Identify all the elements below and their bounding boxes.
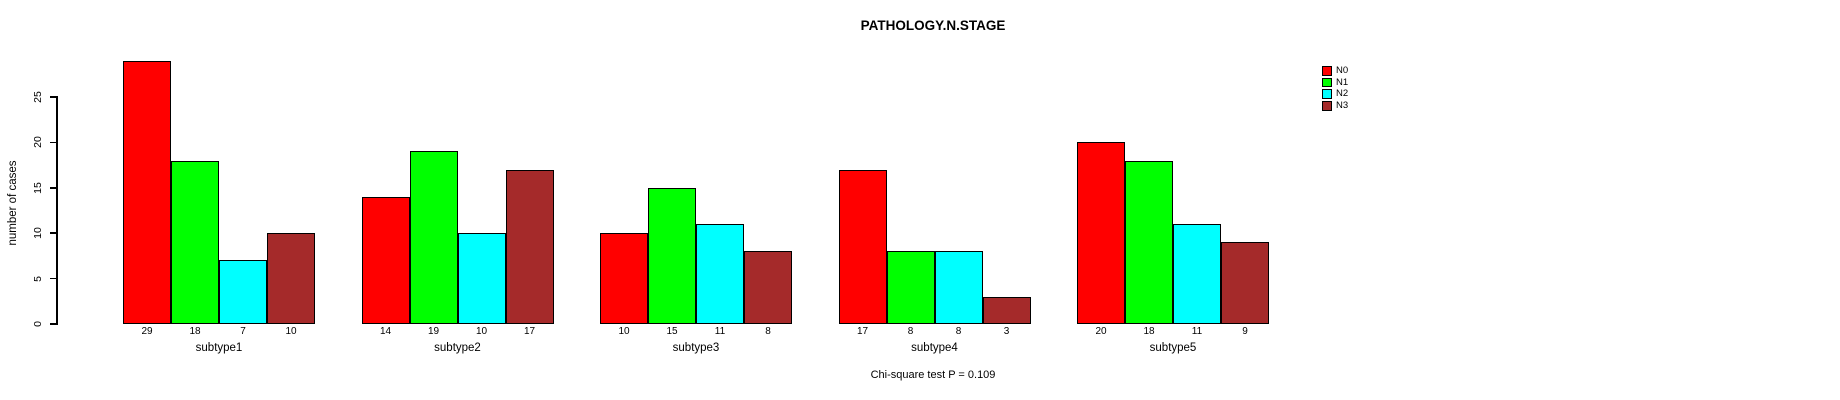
y-tick-mark xyxy=(50,277,57,280)
legend-label: N0 xyxy=(1336,65,1349,77)
category-label-subtype1: subtype1 xyxy=(195,342,243,354)
bar-subtype3-N0 xyxy=(600,233,648,324)
bar-value-label: 18 xyxy=(189,326,201,337)
bar-value-label: 18 xyxy=(1143,326,1155,337)
legend: N0 N1 N2 N3 xyxy=(1322,65,1348,112)
y-tick-label: 20 xyxy=(32,136,44,149)
bar-value-label: 17 xyxy=(523,326,536,337)
bar-subtype1-N1 xyxy=(171,160,219,324)
legend-label: N3 xyxy=(1336,100,1349,112)
bar-subtype5-N0 xyxy=(1077,142,1125,324)
legend-label: N1 xyxy=(1336,76,1349,88)
bar-subtype3-N1 xyxy=(648,187,696,324)
y-tick-label: 25 xyxy=(32,91,44,103)
y-tick-mark xyxy=(50,141,57,144)
bar-value-label: 8 xyxy=(955,326,962,337)
y-tick-mark xyxy=(50,187,57,189)
bar-subtype2-N0 xyxy=(361,196,410,324)
bar-subtype5-N1 xyxy=(1125,160,1173,324)
bar-value-label: 15 xyxy=(666,326,678,337)
bar-subtype3-N2 xyxy=(696,224,744,324)
y-axis-line xyxy=(56,96,58,325)
bar-value-label: 10 xyxy=(618,326,630,337)
legend-swatch-N1 xyxy=(1322,77,1332,88)
legend-row-N3: N3 xyxy=(1322,100,1348,112)
legend-label: N2 xyxy=(1336,88,1349,100)
bar-value-label: 17 xyxy=(856,326,869,337)
legend-swatch-N3 xyxy=(1322,101,1332,111)
bar-value-label: 20 xyxy=(1095,326,1107,337)
y-tick-label: 15 xyxy=(32,181,44,194)
y-tick-mark xyxy=(50,96,57,98)
bar-value-label: 8 xyxy=(907,326,914,337)
bar-subtype4-N2 xyxy=(934,251,983,324)
bar-value-label: 11 xyxy=(1191,326,1203,337)
bar-value-label: 29 xyxy=(141,326,153,337)
bar-value-label: 10 xyxy=(285,326,297,337)
bar-subtype4-N3 xyxy=(982,296,1031,324)
bar-value-label: 19 xyxy=(427,326,440,337)
bar-subtype4-N0 xyxy=(838,169,887,324)
legend-swatch-N2 xyxy=(1322,89,1332,99)
category-label-subtype4: subtype4 xyxy=(911,342,958,354)
bar-value-label: 11 xyxy=(714,326,726,337)
bar-subtype2-N2 xyxy=(457,233,506,324)
bar-subtype2-N3 xyxy=(505,169,554,324)
y-axis-label: number of cases xyxy=(7,160,19,246)
bar-value-label: 10 xyxy=(475,326,488,337)
category-label-subtype2: subtype2 xyxy=(434,342,481,354)
y-tick-label: 0 xyxy=(32,321,44,327)
bar-subtype5-N3 xyxy=(1221,242,1269,324)
bar-subtype1-N2 xyxy=(219,260,267,324)
bar-value-label: 8 xyxy=(765,326,771,337)
bar-value-label: 9 xyxy=(1242,326,1248,337)
y-tick-mark xyxy=(50,323,57,325)
y-tick-label: 5 xyxy=(32,275,44,282)
chart-title: PATHOLOGY.N.STAGE xyxy=(860,18,1006,33)
bar-subtype1-N0 xyxy=(123,60,171,324)
chi-square-annotation: Chi-square test P = 0.109 xyxy=(870,369,996,381)
legend-swatch-N0 xyxy=(1322,66,1332,76)
bar-value-label: 14 xyxy=(379,326,392,337)
legend-row-N0: N0 xyxy=(1322,65,1348,77)
bar-subtype3-N3 xyxy=(744,251,792,324)
bar-subtype4-N1 xyxy=(886,251,935,324)
bar-subtype1-N3 xyxy=(267,233,315,324)
bar-subtype2-N1 xyxy=(409,151,458,324)
bar-value-label: 3 xyxy=(1003,326,1010,337)
category-label-subtype3: subtype3 xyxy=(672,342,720,354)
bar-value-label: 7 xyxy=(240,326,246,337)
legend-row-N1: N1 xyxy=(1322,77,1348,89)
y-tick-label: 10 xyxy=(32,227,44,240)
bar-subtype5-N2 xyxy=(1173,224,1221,324)
category-label-subtype5: subtype5 xyxy=(1149,342,1197,354)
y-tick-mark xyxy=(50,232,57,234)
legend-row-N2: N2 xyxy=(1322,88,1348,100)
